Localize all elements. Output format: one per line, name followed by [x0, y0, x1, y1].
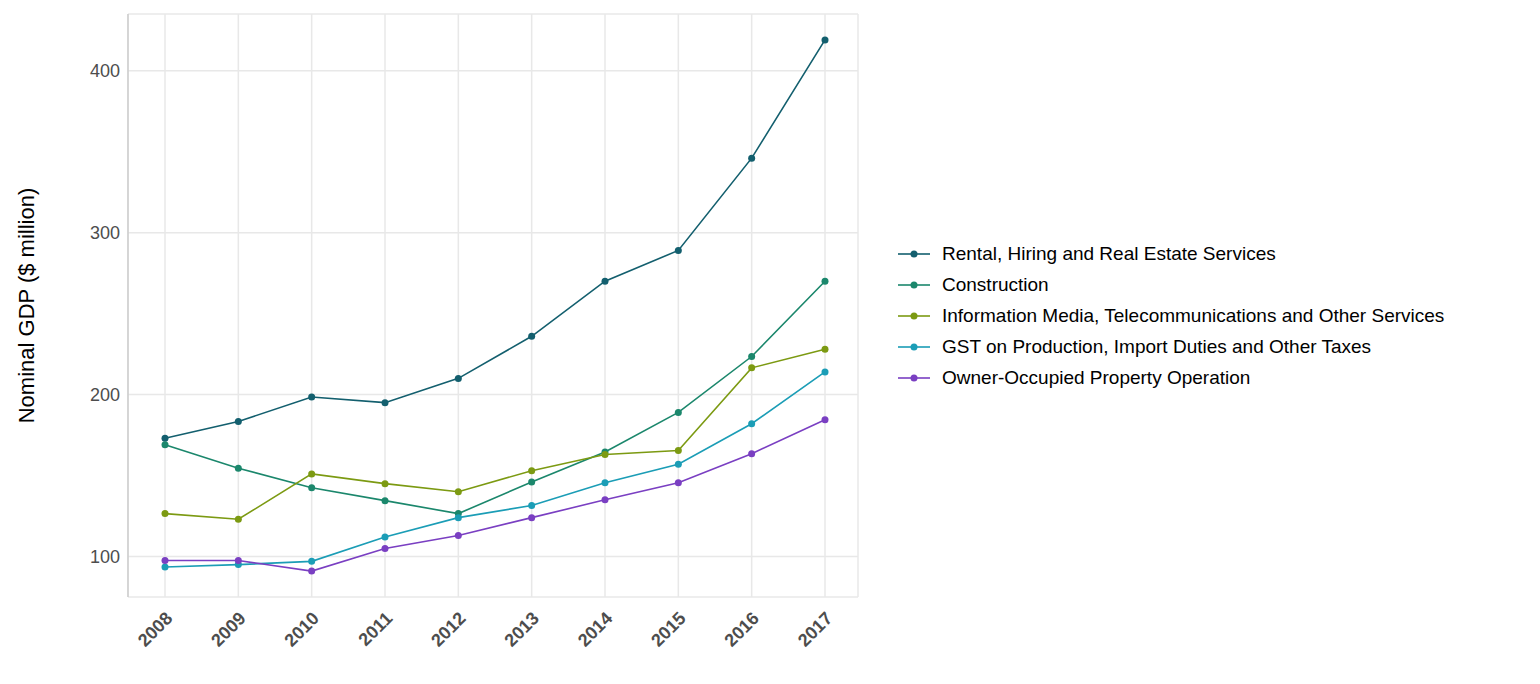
html-text:Information Media, Telecommuni: Information Media, Telecommunications an… — [942, 304, 1445, 326]
svg-text:Nominal GDP ($ million): Nominal GDP ($ million) — [14, 188, 39, 424]
svg-text:400: 400 — [90, 61, 120, 81]
html-text:Construction: Construction — [942, 273, 1049, 295]
svg-text:2011: 2011 — [355, 608, 397, 650]
svg-text:200: 200 — [90, 385, 120, 405]
html-text:Owner-Occupied Property Operat: Owner-Occupied Property Operation — [942, 366, 1251, 388]
svg-text:2013: 2013 — [501, 608, 543, 650]
html-text:GST on Production, Import Duti: GST on Production, Import Duties and Oth… — [942, 335, 1372, 357]
svg-text:2008: 2008 — [134, 608, 176, 650]
svg-text:2009: 2009 — [207, 608, 249, 650]
svg-text:2016: 2016 — [721, 608, 763, 650]
svg-text:2017: 2017 — [794, 608, 836, 650]
svg-text:2014: 2014 — [574, 608, 616, 650]
svg-text:2015: 2015 — [647, 608, 689, 650]
svg-text:300: 300 — [90, 223, 120, 243]
svg-text:2012: 2012 — [427, 608, 469, 650]
svg-text:100: 100 — [90, 547, 120, 567]
svg-text:2010: 2010 — [281, 608, 323, 650]
html-text:Rental, Hiring and Real Estate: Rental, Hiring and Real Estate Services — [942, 242, 1276, 264]
